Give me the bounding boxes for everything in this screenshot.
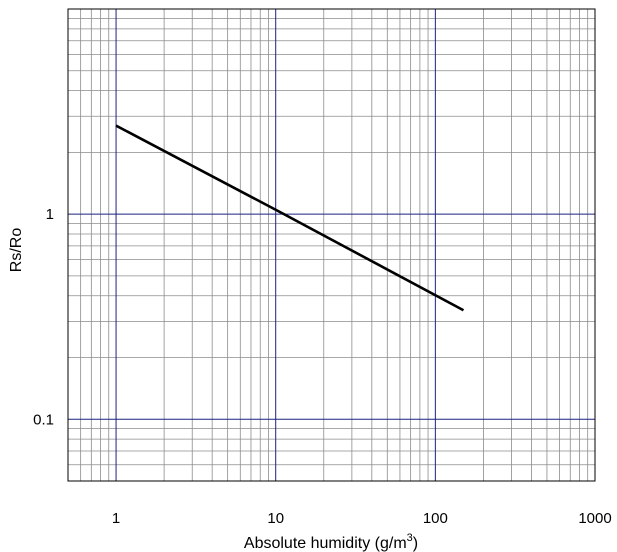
x-axis-label-superscript: 3 — [407, 532, 413, 544]
x-tick-label: 1 — [112, 510, 120, 527]
y-tick-label: 0.1 — [33, 411, 54, 428]
y-axis-label: Rs/Ro — [8, 228, 25, 273]
x-tick-label: 1000 — [578, 510, 611, 527]
plot-frame — [67, 8, 596, 482]
series-line-0 — [115, 124, 465, 312]
x-tick-label: 10 — [267, 510, 284, 527]
x-tick-labels: 1 10 100 1000 — [112, 510, 612, 527]
x-tick-label: 100 — [423, 510, 448, 527]
series-layer — [115, 124, 465, 312]
y-tick-label: 1 — [46, 206, 54, 223]
y-tick-labels: 0.11 — [33, 206, 54, 428]
x-axis-label: Absolute humidity (g/m3) — [244, 532, 418, 552]
major-gridlines — [68, 8, 596, 481]
minor-gridlines — [67, 9, 595, 482]
